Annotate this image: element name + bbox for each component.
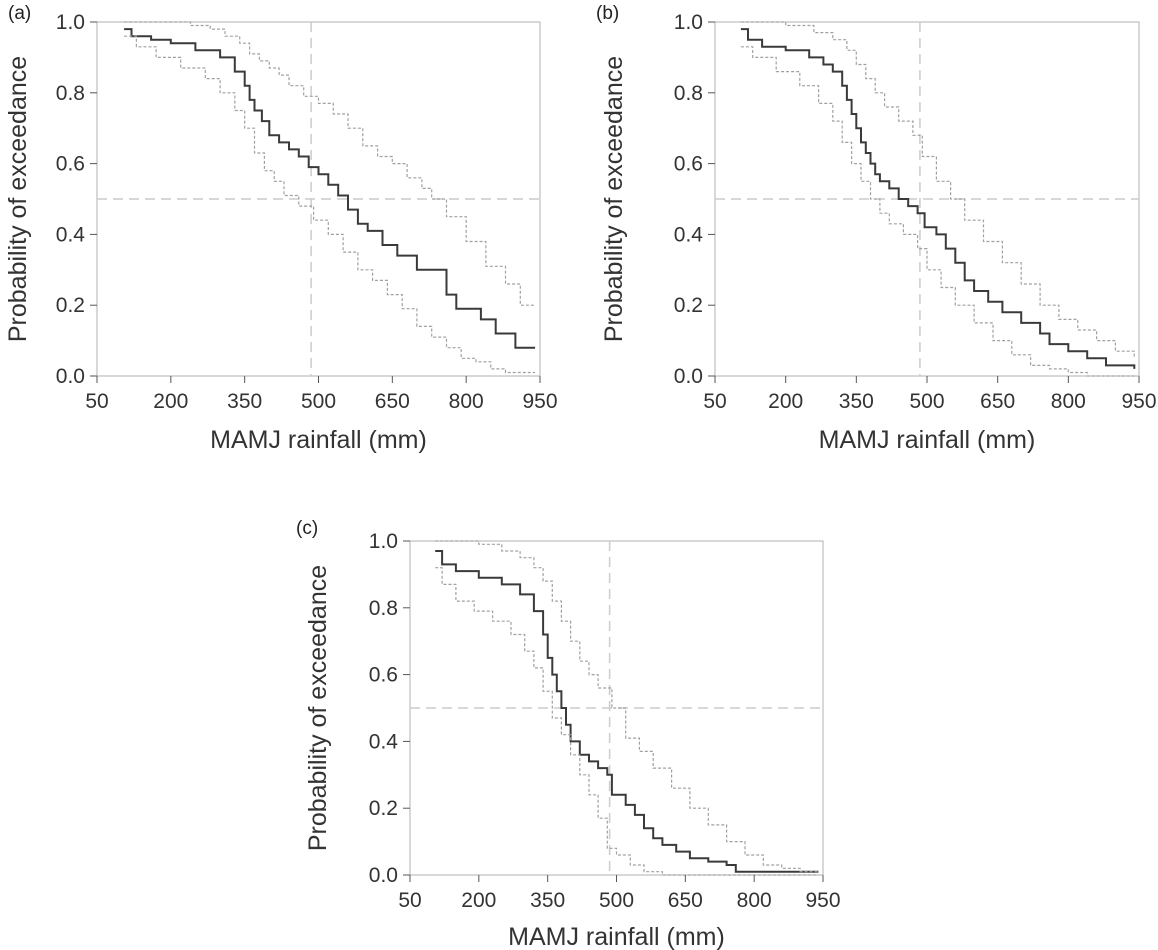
y-tick-label: 0.6	[56, 153, 85, 176]
x-tick-label: 800	[449, 390, 484, 413]
y-tick-label: 0.8	[674, 82, 703, 105]
panel-label: (a)	[8, 3, 31, 24]
y-axis-title: Probability of exceedance	[600, 56, 628, 342]
y-tick-label: 0.2	[369, 797, 398, 820]
x-tick-label: 500	[599, 889, 634, 912]
series-line-lower-bound	[124, 35, 536, 374]
x-tick-label: 950	[805, 889, 840, 912]
x-tick-label: 50	[398, 889, 421, 912]
series-line-estimate	[124, 28, 536, 349]
x-tick-label: 650	[375, 390, 410, 413]
panel-label: (c)	[296, 518, 318, 539]
y-tick-label: 0.8	[56, 82, 85, 105]
y-tick-label: 0.8	[369, 597, 398, 620]
y-tick-label: 0.0	[369, 864, 398, 887]
x-tick-label: 650	[668, 889, 703, 912]
y-tick-label: 0.4	[369, 730, 399, 753]
y-tick-label: 0.0	[56, 365, 85, 388]
x-tick-label: 500	[909, 390, 944, 413]
x-tick-label: 350	[530, 889, 565, 912]
series-line-lower-bound	[435, 567, 819, 876]
x-tick-label: 350	[227, 390, 262, 413]
series-line-upper-bound	[740, 21, 1135, 359]
x-tick-label: 650	[980, 390, 1015, 413]
y-tick-label: 0.2	[56, 294, 85, 317]
y-tick-label: 0.6	[369, 664, 398, 687]
x-tick-label: 500	[301, 390, 336, 413]
y-tick-label: 0.2	[674, 294, 703, 317]
panel-label: (b)	[596, 3, 619, 24]
x-tick-label: 200	[768, 390, 803, 413]
y-tick-label: 0.4	[56, 223, 86, 246]
y-tick-label: 1.0	[674, 11, 703, 34]
x-tick-label: 800	[737, 889, 772, 912]
x-tick-label: 200	[153, 390, 188, 413]
x-axis-title: MAMJ rainfall (mm)	[819, 426, 1036, 454]
y-tick-label: 1.0	[369, 530, 398, 553]
y-tick-label: 0.0	[674, 365, 703, 388]
x-tick-label: 50	[85, 390, 108, 413]
y-tick-label: 0.4	[674, 223, 704, 246]
x-tick-label: 350	[839, 390, 874, 413]
y-tick-label: 1.0	[56, 11, 85, 34]
x-tick-label: 950	[1121, 390, 1156, 413]
x-axis-title: MAMJ rainfall (mm)	[210, 426, 427, 454]
x-tick-label: 200	[461, 889, 496, 912]
chart-panel-1: (a) 0.0 0.2 0.4 0.6 0.8 1.0 50 200 350 500 650 800 95…	[4, 3, 558, 454]
y-axis-title: Probability of exceedance	[4, 56, 32, 342]
series-line-upper-bound	[124, 21, 536, 306]
y-tick-label: 0.6	[674, 153, 703, 176]
chart-panel-3: (c) 0.0 0.2 0.4 0.6 0.8 1.0 50 200 350 500 650 800 95…	[296, 518, 841, 950]
x-tick-label: 950	[522, 390, 557, 413]
x-axis-title: MAMJ rainfall (mm)	[508, 923, 725, 950]
x-tick-label: 800	[1051, 390, 1086, 413]
y-axis-title: Probability of exceedance	[304, 565, 332, 851]
x-tick-label: 50	[703, 390, 726, 413]
series-line-lower-bound	[740, 46, 1135, 377]
series-line-upper-bound	[435, 540, 819, 873]
plot-frame	[409, 540, 824, 876]
chart-panel-2: (b) 0.0 0.2 0.4 0.6 0.8 1.0 50 200 350 500 650 800 95…	[596, 3, 1157, 454]
series-line-estimate	[435, 550, 819, 873]
series-line-estimate	[740, 28, 1136, 369]
